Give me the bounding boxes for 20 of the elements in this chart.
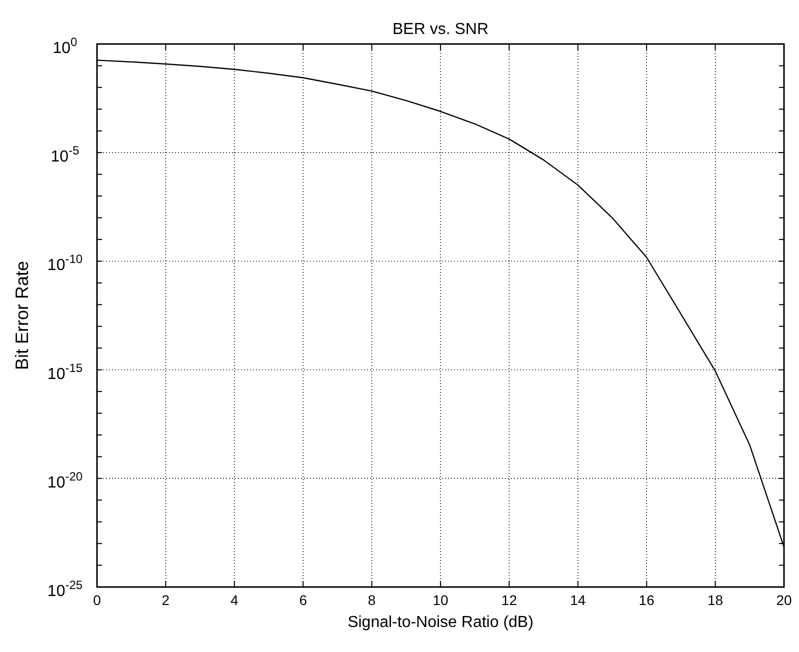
y-tick-label: 10$^{-25}$: [47, 578, 83, 600]
x-tick-label: 12: [501, 592, 518, 608]
x-tick-label: 16: [638, 592, 655, 608]
y-tick-label: 10$^{-5}$: [50, 144, 80, 166]
y-axis-title: Bit Error Rate: [12, 260, 32, 370]
y-tick-label: 10$^{0}$: [52, 35, 78, 57]
x-tick-label: 2: [162, 592, 170, 608]
x-tick-label: 20: [776, 592, 792, 608]
y-tick-label: 10$^{-20}$: [47, 469, 83, 492]
x-tick-label: 10: [432, 592, 448, 608]
chart-title: BER vs. SNR: [392, 21, 489, 38]
x-axis-title: Signal-to-Noise Ratio (dB): [348, 614, 534, 631]
x-tick-label: 6: [299, 592, 308, 608]
x-tick-label: 0: [93, 592, 102, 608]
x-tick-label: 14: [570, 592, 586, 608]
x-tick-label: 8: [368, 592, 376, 608]
y-tick-label: 10$^{-15}$: [47, 360, 83, 383]
y-tick-label: 10$^{-10}$: [47, 252, 83, 274]
x-tick-label: 18: [708, 592, 724, 608]
x-tick-label: 4: [230, 592, 238, 608]
